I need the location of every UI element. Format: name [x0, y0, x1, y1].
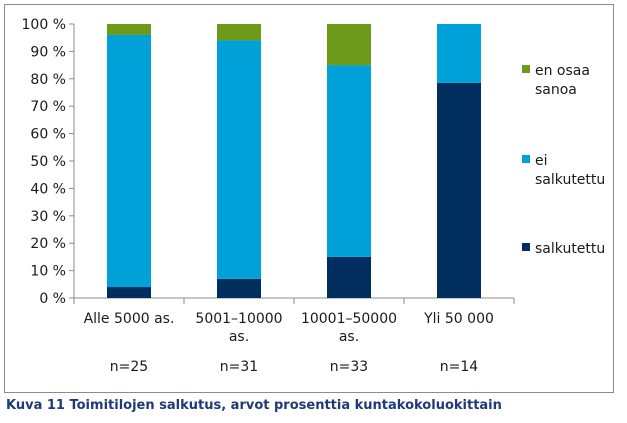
x-category-label: Alle 5000 as.	[84, 311, 175, 327]
x-category-label: Yli 50 000	[423, 311, 494, 327]
legend-label: salkutettu	[535, 241, 605, 257]
bar-segment	[217, 24, 261, 41]
legend-label: en osaa sanoa	[535, 63, 590, 98]
bar-segment	[217, 40, 261, 279]
bar-segment	[327, 24, 371, 66]
legend-swatch	[522, 65, 530, 73]
legend-swatch	[522, 155, 530, 163]
y-tick-label: 60 %	[30, 127, 66, 143]
y-tick-label: 0 %	[39, 291, 66, 307]
legend-label: ei salkutettu	[535, 153, 605, 188]
bar-segment	[327, 256, 371, 298]
sample-size-label: n=25	[110, 359, 148, 375]
y-tick-label: 20 %	[30, 236, 66, 252]
bar-segment	[107, 34, 151, 288]
bar-segment	[437, 24, 481, 83]
sample-size-label: n=33	[330, 359, 368, 375]
legend-swatch	[522, 243, 530, 251]
y-tick-label: 100 %	[22, 17, 66, 33]
chart-frame: 0 % 10 % 20 % 30 % 40 % 50 % 60 % 70 % 80 % 90 % 1…	[4, 4, 614, 393]
y-tick-label: 10 %	[30, 264, 66, 280]
sample-size-label: n=14	[440, 359, 479, 375]
y-tick-label: 40 %	[30, 181, 66, 197]
figure-caption: Kuva 11 Toimitilojen salkutus, arvot pro…	[6, 398, 502, 413]
y-tick-label: 50 %	[30, 154, 66, 170]
y-tick-label: 90 %	[30, 44, 66, 60]
bar-segment	[437, 82, 481, 298]
bar-segment	[327, 65, 371, 257]
y-tick-label: 80 %	[30, 72, 66, 88]
bar-segment	[107, 24, 151, 35]
bar-segment	[107, 287, 151, 298]
sample-size-label: n=31	[220, 359, 258, 375]
stacked-bar-chart: 0 % 10 % 20 % 30 % 40 % 50 % 60 % 70 % 80 % 90 % 1…	[22, 17, 606, 375]
x-category-label: 10001–50000 as.	[301, 311, 397, 345]
x-category-label: 5001–10000 as.	[195, 311, 282, 345]
bar-segment	[217, 278, 261, 298]
y-tick-label: 30 %	[30, 209, 66, 225]
y-tick-label: 70 %	[30, 99, 66, 115]
